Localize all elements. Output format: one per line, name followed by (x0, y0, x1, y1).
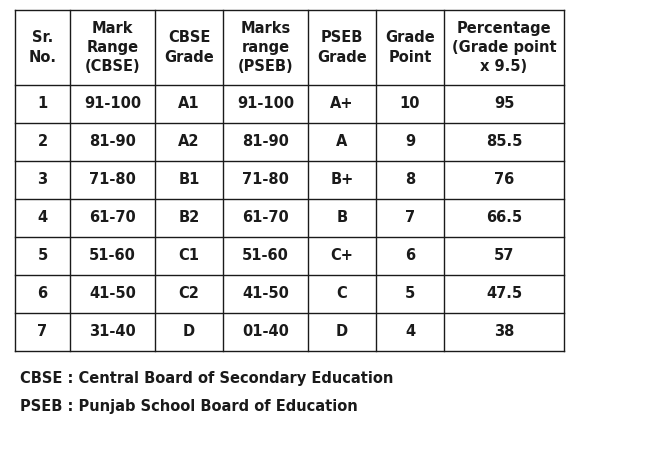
Text: 51-60: 51-60 (242, 248, 289, 264)
Text: 6: 6 (405, 248, 415, 264)
Text: B1: B1 (178, 172, 200, 188)
Text: B+: B+ (330, 172, 354, 188)
Text: 4: 4 (38, 211, 48, 225)
Text: 7: 7 (405, 211, 415, 225)
Text: A1: A1 (178, 97, 200, 111)
Text: 10: 10 (400, 97, 420, 111)
Text: 85.5: 85.5 (486, 135, 522, 150)
Text: 41-50: 41-50 (89, 286, 136, 301)
Text: 41-50: 41-50 (242, 286, 289, 301)
Text: 47.5: 47.5 (486, 286, 522, 301)
Text: 81-90: 81-90 (89, 135, 136, 150)
Text: A+: A+ (330, 97, 354, 111)
Text: C1: C1 (178, 248, 199, 264)
Text: 3: 3 (38, 172, 48, 188)
Text: 71-80: 71-80 (242, 172, 289, 188)
Text: 61-70: 61-70 (89, 211, 136, 225)
Text: 76: 76 (494, 172, 514, 188)
Text: B: B (336, 211, 348, 225)
Text: 6: 6 (38, 286, 48, 301)
Text: PSEB : Punjab School Board of Education: PSEB : Punjab School Board of Education (20, 399, 358, 414)
Text: Sr.
No.: Sr. No. (28, 31, 56, 65)
Text: D: D (336, 325, 348, 339)
Text: 8: 8 (405, 172, 415, 188)
Text: 91-100: 91-100 (84, 97, 141, 111)
Text: 9: 9 (405, 135, 415, 150)
Text: 95: 95 (494, 97, 514, 111)
Text: 4: 4 (405, 325, 415, 339)
Text: 61-70: 61-70 (242, 211, 289, 225)
Text: 57: 57 (494, 248, 514, 264)
Text: Mark
Range
(CBSE): Mark Range (CBSE) (85, 21, 140, 74)
Text: Percentage
(Grade point
x 9.5): Percentage (Grade point x 9.5) (452, 21, 556, 74)
Text: PSEB
Grade: PSEB Grade (317, 31, 367, 65)
Text: 81-90: 81-90 (242, 135, 289, 150)
Text: 31-40: 31-40 (89, 325, 136, 339)
Text: 2: 2 (38, 135, 48, 150)
Text: A: A (336, 135, 348, 150)
Text: B2: B2 (178, 211, 200, 225)
Text: 5: 5 (405, 286, 415, 301)
Text: A2: A2 (178, 135, 200, 150)
Text: 01-40: 01-40 (242, 325, 289, 339)
Text: C: C (337, 286, 348, 301)
Text: CBSE : Central Board of Secondary Education: CBSE : Central Board of Secondary Educat… (20, 371, 393, 387)
Text: 91-100: 91-100 (237, 97, 294, 111)
Text: C+: C+ (331, 248, 354, 264)
Text: 51-60: 51-60 (89, 248, 136, 264)
Text: D: D (183, 325, 195, 339)
Text: 38: 38 (494, 325, 514, 339)
Text: 71-80: 71-80 (89, 172, 136, 188)
Text: 5: 5 (38, 248, 48, 264)
Text: 1: 1 (38, 97, 48, 111)
Text: CBSE
Grade: CBSE Grade (164, 31, 214, 65)
Text: Grade
Point: Grade Point (385, 31, 435, 65)
Text: Marks
range
(PSEB): Marks range (PSEB) (238, 21, 293, 74)
Text: 7: 7 (38, 325, 48, 339)
Text: C2: C2 (178, 286, 199, 301)
Text: 66.5: 66.5 (486, 211, 522, 225)
